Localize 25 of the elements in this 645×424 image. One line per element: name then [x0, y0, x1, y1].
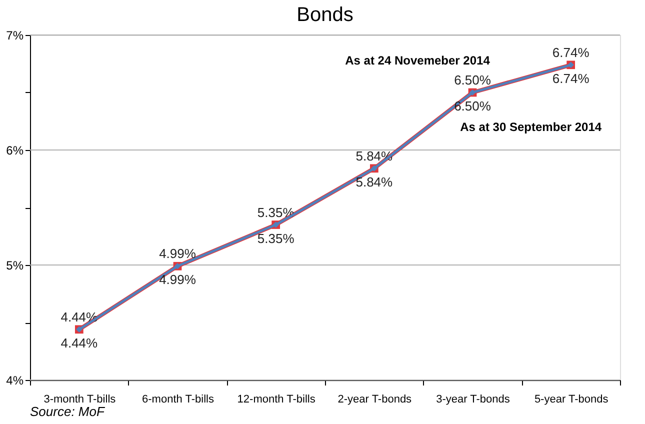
- data-label: 4.44%: [60, 335, 98, 350]
- data-label: 6.74%: [552, 70, 590, 86]
- x-tick-label: 12-month T-bills: [237, 394, 316, 406]
- y-tick-label: 7%: [6, 28, 24, 42]
- y-tick-label: 4%: [6, 374, 24, 388]
- data-label: 5.84%: [356, 174, 394, 190]
- x-tick-label: 3-month T-bills: [44, 394, 116, 406]
- chart-title: Bonds: [296, 4, 354, 26]
- data-label: 6.74%: [552, 44, 590, 60]
- data-label: 5.35%: [257, 230, 295, 246]
- data-label: 4.44%: [60, 309, 98, 324]
- source-note: Source: MoF: [30, 404, 106, 419]
- data-label: 5.35%: [257, 204, 295, 220]
- series-label: As at 24 Novemeber 2014: [345, 54, 490, 68]
- x-tick-label: 3-year T-bonds: [436, 394, 510, 406]
- y-tick-label: 5%: [6, 258, 24, 272]
- data-label: 6.50%: [454, 72, 492, 88]
- data-label: 4.99%: [159, 246, 196, 262]
- data-label: 6.50%: [454, 98, 492, 114]
- y-tick-label: 6%: [6, 144, 24, 158]
- series-label: As at 30 September 2014: [460, 120, 602, 134]
- x-tick-label: 5-year T-bonds: [534, 394, 609, 406]
- data-label: 4.99%: [159, 272, 196, 288]
- x-tick-label: 2-year T-bonds: [338, 394, 412, 406]
- x-tick-label: 6-month T-bills: [142, 394, 214, 406]
